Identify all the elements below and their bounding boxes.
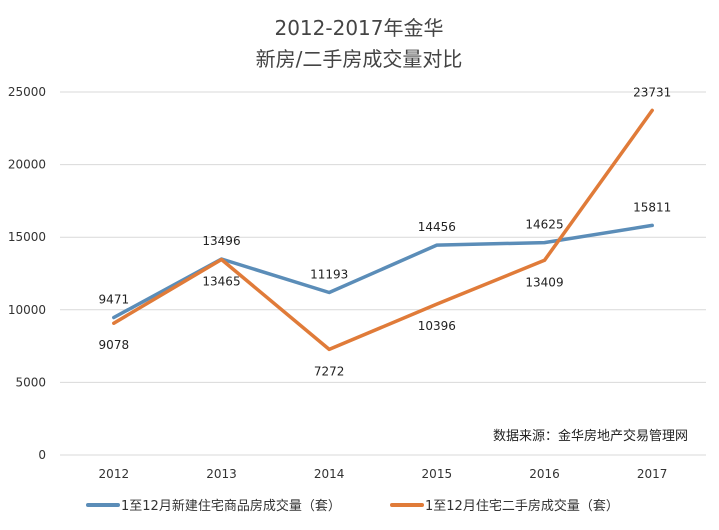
x-tick-label-2013: 2013 <box>206 467 237 481</box>
chart-title-line-0: 2012-2017年金华 <box>274 16 443 40</box>
data-label-s0-2014: 11193 <box>310 267 348 281</box>
x-tick-label-2017: 2017 <box>637 467 668 481</box>
data-label-s0-2013: 13496 <box>202 234 240 248</box>
y-axis: 0 5000 10000 15000 20000 25000 <box>8 85 46 462</box>
x-axis: 2012 2013 2014 2015 2016 2017 <box>99 467 668 481</box>
x-tick-label-2015: 2015 <box>422 467 453 481</box>
data-label-s1-2014: 7272 <box>314 364 345 378</box>
legend-label-1: 1至12月住宅二手房成交量（套） <box>425 498 619 514</box>
data-label-s1-2015: 10396 <box>418 319 456 333</box>
data-label-s0-2015: 14456 <box>418 220 456 234</box>
data-label-s1-2017: 23731 <box>633 85 671 99</box>
data-label-s1-2016: 13409 <box>525 275 563 289</box>
x-tick-label-2012: 2012 <box>99 467 130 481</box>
y-tick-label-10000: 10000 <box>8 303 46 317</box>
y-tick-label-20000: 20000 <box>8 158 46 172</box>
data-label-s0-2017: 15811 <box>633 200 671 214</box>
data-label-s1-2012: 9078 <box>99 338 130 352</box>
series-line-0 <box>112 223 654 320</box>
data-label-s0-2012: 9471 <box>99 292 130 306</box>
x-tick-label-2016: 2016 <box>529 467 560 481</box>
chart-title-line-1: 新房/二手房成交量对比 <box>256 47 463 71</box>
y-tick-label-15000: 15000 <box>8 230 46 244</box>
data-labels: 9471 13496 11193 14456 14625 15811 9078 13465 72… <box>99 85 672 378</box>
x-tick-label-2014: 2014 <box>314 467 345 481</box>
y-tick-label-5000: 5000 <box>15 375 46 389</box>
legend-label-0: 1至12月新建住宅商品房成交量（套） <box>121 498 341 514</box>
series-line-1 <box>112 108 654 352</box>
y-tick-label-0: 0 <box>38 448 46 462</box>
data-label-s1-2013: 13465 <box>202 274 240 288</box>
source-annotation: 数据来源：金华房地产交易管理网 <box>493 428 688 444</box>
data-label-s0-2016: 14625 <box>525 218 563 232</box>
grid-lines <box>60 91 706 456</box>
series-lines <box>112 108 654 352</box>
y-tick-label-25000: 25000 <box>8 85 46 99</box>
legend: 1至12月新建住宅商品房成交量（套） 1至12月住宅二手房成交量（套） <box>86 498 619 514</box>
